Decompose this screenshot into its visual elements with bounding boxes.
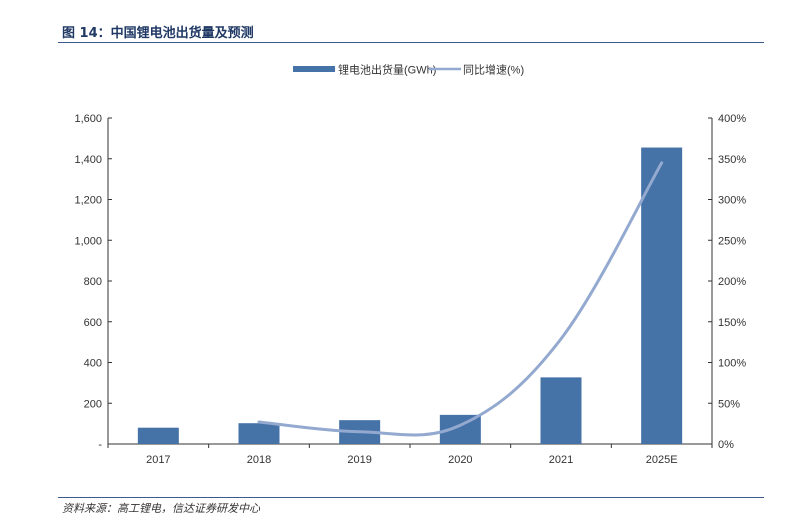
bar-2021: [540, 377, 582, 444]
legend: 锂电池出货量(GWh) 同比增速(%): [293, 63, 524, 77]
y-right-tick-label: 400%: [718, 113, 746, 125]
y-left-tick-label: 800: [84, 276, 102, 288]
x-tick-label: 2021: [549, 454, 573, 466]
figure-title: 图 14：中国锂电池出货量及预测: [62, 26, 254, 41]
y-left-tick-label: 400: [84, 358, 102, 370]
x-tick-label: 2020: [448, 454, 472, 466]
y-right-tick-label: 300%: [718, 195, 746, 207]
legend-line-label: 同比增速(%): [463, 63, 524, 77]
line-series: [257, 161, 664, 437]
source-divider: [58, 497, 764, 498]
x-tick-label: 2019: [347, 454, 371, 466]
y-right-tick-label: 200%: [718, 276, 746, 288]
growth-rate-line: [257, 161, 664, 437]
legend-bar-label: 锂电池出货量(GWh): [338, 63, 436, 77]
y-left-tick-label: 600: [84, 317, 102, 329]
y-right-tick-label: 0%: [718, 439, 734, 451]
y-right-tick-label: 50%: [718, 398, 740, 410]
y-left-tick-label: 1,600: [74, 113, 102, 125]
y-left-tick-label: -: [98, 439, 102, 451]
source-note: 资料来源：高工锂电，信达证券研发中心: [62, 502, 260, 515]
y-right-tick-label: 350%: [718, 154, 746, 166]
x-tick-label: 2017: [146, 454, 170, 466]
x-tick-label: 2018: [247, 454, 271, 466]
y-right-tick-label: 100%: [718, 358, 746, 370]
bar-2017: [137, 427, 179, 444]
y-left-tick-label: 1,200: [74, 195, 102, 207]
bar-2025E: [641, 147, 683, 444]
bar-series: [137, 147, 683, 444]
y-right-tick-label: 150%: [718, 317, 746, 329]
y-left-tick-label: 1,400: [74, 154, 102, 166]
x-axis-labels: 2017 2018 2019 2020 2021 2025E: [146, 454, 677, 466]
y-left-tick-label: 1,000: [74, 235, 102, 247]
x-tick-label: 2025E: [646, 454, 678, 466]
title-divider: [58, 42, 764, 43]
legend-bar-swatch: [293, 66, 335, 72]
axes: - 200 400 600 800 1,000 1,200 1,400 1,600 0% 50% 10…: [74, 113, 746, 451]
y-right-tick-label: 250%: [718, 235, 746, 247]
y-left-tick-label: 200: [84, 398, 102, 410]
bar-2018: [238, 423, 280, 444]
